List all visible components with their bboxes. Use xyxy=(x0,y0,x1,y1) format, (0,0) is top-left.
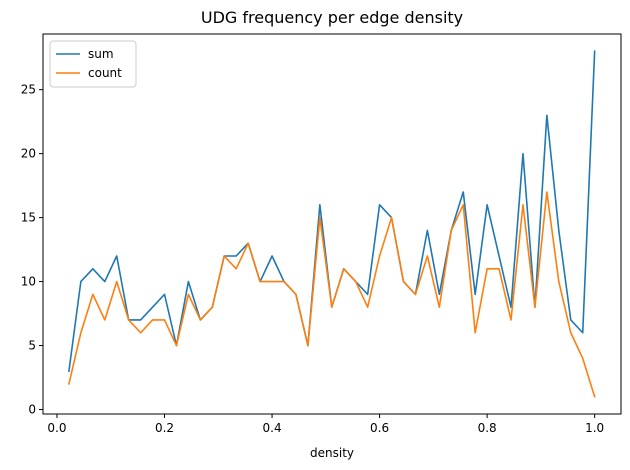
series-line-count xyxy=(67,191,596,398)
y-tick-label: 20 xyxy=(21,147,36,161)
legend-box xyxy=(49,40,137,88)
y-axis: 0 5 10 15 20 25 xyxy=(21,83,43,417)
plot-lines xyxy=(67,50,596,398)
x-tick-label: 0.0 xyxy=(47,421,66,435)
x-tick-label: 1.0 xyxy=(585,421,604,435)
y-tick-label: 5 xyxy=(28,339,36,353)
legend-label-count: count xyxy=(88,66,122,80)
x-axis-label: density xyxy=(310,446,354,460)
x-tick-label: 0.4 xyxy=(263,421,282,435)
series-line-sum xyxy=(68,50,596,373)
legend: sum count xyxy=(49,40,137,88)
x-tick-label: 0.6 xyxy=(370,421,389,435)
y-tick-label: 25 xyxy=(21,83,36,97)
chart-title: UDG frequency per edge density xyxy=(201,8,463,27)
axes-frame xyxy=(42,33,622,415)
x-axis: 0.0 0.2 0.4 0.6 0.8 1.0 xyxy=(47,414,604,435)
x-tick-label: 0.8 xyxy=(478,421,497,435)
legend-label-sum: sum xyxy=(88,47,114,61)
y-tick-label: 0 xyxy=(28,403,36,417)
y-tick-label: 15 xyxy=(21,211,36,225)
y-tick-label: 10 xyxy=(21,275,36,289)
x-tick-label: 0.2 xyxy=(155,421,174,435)
